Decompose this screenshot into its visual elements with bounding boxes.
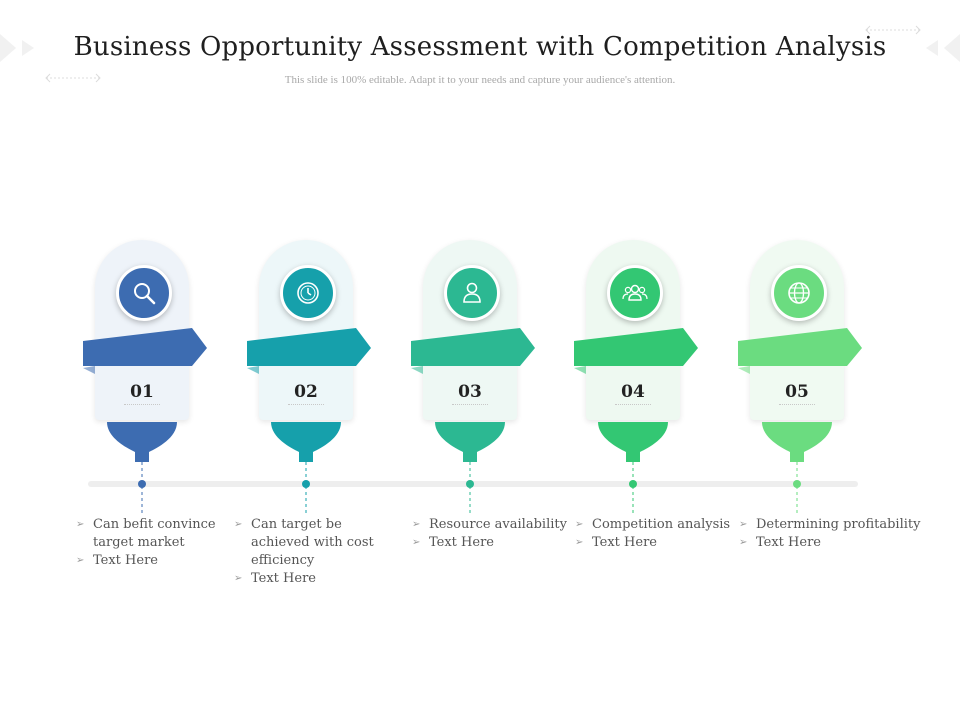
step-number: 02 bbox=[294, 382, 318, 402]
step-03-bullets: Resource availabilityText Here bbox=[412, 516, 572, 552]
bullet-item: Text Here bbox=[575, 534, 735, 552]
bullet-item: Text Here bbox=[739, 534, 929, 552]
group-icon bbox=[607, 265, 663, 321]
step-number: 01 bbox=[130, 382, 154, 402]
bullet-item: Text Here bbox=[412, 534, 572, 552]
clock-icon bbox=[280, 265, 336, 321]
number-underline bbox=[452, 404, 488, 405]
step-number: 05 bbox=[785, 382, 809, 402]
step-01-bullets: Can befit convince target marketText Her… bbox=[76, 516, 216, 570]
person-icon bbox=[444, 265, 500, 321]
step-ribbon-graphic bbox=[738, 328, 862, 516]
bullet-item: Competition analysis bbox=[575, 516, 735, 534]
bullet-item: Text Here bbox=[76, 552, 216, 570]
bullet-item: Determining profitability bbox=[739, 516, 929, 534]
number-underline bbox=[779, 404, 815, 405]
number-underline bbox=[615, 404, 651, 405]
page-title: Business Opportunity Assessment with Com… bbox=[73, 32, 887, 62]
step-03: 03 bbox=[375, 238, 565, 518]
step-05-bullets: Determining profitabilityText Here bbox=[739, 516, 929, 552]
bullet-item: Text Here bbox=[234, 570, 404, 588]
magnifier-icon bbox=[116, 265, 172, 321]
step-ribbon-graphic bbox=[411, 328, 535, 516]
step-ribbon-graphic bbox=[247, 328, 371, 516]
bullet-item: Can befit convince target market bbox=[76, 516, 216, 552]
page-subtitle: This slide is 100% editable. Adapt it to… bbox=[284, 74, 676, 86]
step-02: 02 bbox=[211, 238, 401, 518]
globe-icon bbox=[771, 265, 827, 321]
step-02-bullets: Can target be achieved with cost efficie… bbox=[234, 516, 404, 588]
step-05: 05 bbox=[702, 238, 892, 518]
step-number: 04 bbox=[621, 382, 645, 402]
step-ribbon-graphic bbox=[574, 328, 698, 516]
step-number: 03 bbox=[458, 382, 482, 402]
corner-decoration-left bbox=[0, 34, 101, 83]
step-01: 01 bbox=[47, 238, 237, 518]
step-04: 04 bbox=[538, 238, 728, 518]
step-ribbon-graphic bbox=[83, 328, 207, 516]
step-04-bullets: Competition analysisText Here bbox=[575, 516, 735, 552]
bullet-item: Can target be achieved with cost efficie… bbox=[234, 516, 404, 570]
corner-decoration-right bbox=[865, 25, 960, 62]
bullet-item: Resource availability bbox=[412, 516, 572, 534]
number-underline bbox=[124, 404, 160, 405]
number-underline bbox=[288, 404, 324, 405]
